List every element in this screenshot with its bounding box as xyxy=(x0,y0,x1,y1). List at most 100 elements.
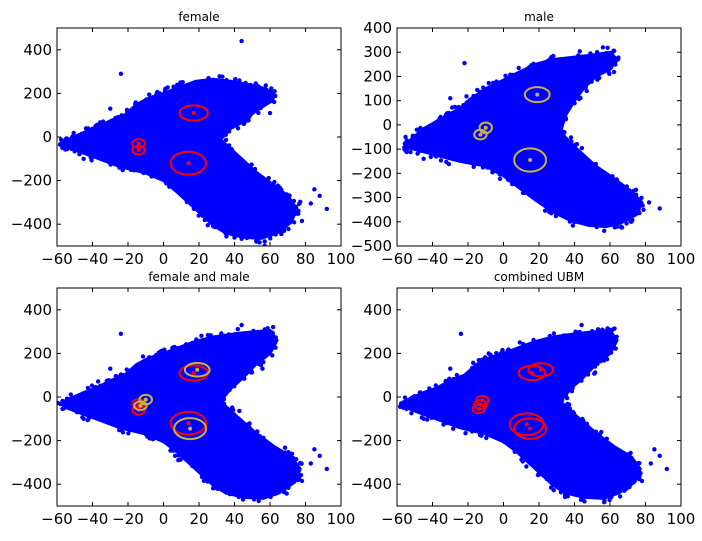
component-center xyxy=(191,371,196,376)
data-point xyxy=(176,453,181,458)
data-point xyxy=(544,476,550,482)
data-point xyxy=(590,57,595,62)
data-point xyxy=(82,134,87,139)
data-point xyxy=(435,123,440,128)
data-point xyxy=(633,466,638,471)
data-point xyxy=(607,329,613,334)
data-point xyxy=(292,467,298,472)
component-ellipse xyxy=(473,128,488,141)
data-point xyxy=(210,221,216,226)
data-point xyxy=(563,337,569,342)
data-point xyxy=(435,386,440,392)
data-point xyxy=(108,158,113,163)
data-point xyxy=(224,77,229,83)
data-point xyxy=(191,204,196,209)
data-point xyxy=(283,450,288,455)
data-point xyxy=(224,489,229,494)
data-point xyxy=(648,461,654,466)
data-point xyxy=(245,332,250,337)
data-point xyxy=(93,389,98,395)
data-point xyxy=(453,111,459,116)
data-point xyxy=(433,383,438,388)
data-point xyxy=(273,335,278,340)
data-point xyxy=(421,156,426,161)
data-point xyxy=(272,179,277,185)
data-point xyxy=(529,342,535,348)
data-point xyxy=(76,134,82,139)
data-point xyxy=(602,500,607,505)
data-point xyxy=(448,366,453,371)
data-point xyxy=(213,485,218,491)
data-point xyxy=(430,415,435,420)
data-point xyxy=(441,422,446,427)
y-tick-label: −500 xyxy=(351,237,392,255)
data-point xyxy=(69,146,74,151)
data-point xyxy=(639,195,644,200)
data-point xyxy=(448,96,453,101)
x-tick-label: 0 xyxy=(159,510,169,528)
x-tick-label: −20 xyxy=(112,510,144,528)
component-ellipse xyxy=(173,417,208,441)
data-point xyxy=(641,207,646,212)
data-point xyxy=(408,149,413,155)
x-tick-label: 60 xyxy=(260,250,279,268)
data-point xyxy=(463,431,468,436)
data-point xyxy=(450,419,455,425)
data-point xyxy=(520,184,525,190)
data-point xyxy=(600,169,605,174)
x-tick-label: 20 xyxy=(529,510,548,528)
data-point xyxy=(126,431,131,436)
data-point xyxy=(595,327,601,332)
data-point xyxy=(282,228,287,233)
data-point xyxy=(154,92,159,97)
data-point xyxy=(252,333,257,338)
data-point xyxy=(577,88,583,93)
data-point xyxy=(555,59,561,65)
component-ellipse xyxy=(131,138,146,149)
data-point xyxy=(573,149,578,154)
data-point xyxy=(229,231,235,237)
data-point xyxy=(193,340,198,345)
data-point xyxy=(485,165,490,170)
data-point xyxy=(220,134,225,139)
data-point xyxy=(121,117,127,123)
data-point xyxy=(625,452,630,457)
data-point xyxy=(262,100,267,105)
data-point xyxy=(459,375,464,381)
data-point xyxy=(72,396,78,402)
data-point xyxy=(89,383,95,388)
data-point xyxy=(60,398,65,404)
data-point xyxy=(563,104,568,109)
data-point xyxy=(545,61,550,67)
component-center xyxy=(191,111,196,116)
data-point xyxy=(563,117,569,122)
data-point xyxy=(494,79,499,84)
panel-male: −60 −40 −20 0 20 40 60 80 100−500−400−300−200−10… xyxy=(351,10,696,268)
y-tick-label: 100 xyxy=(363,92,392,110)
data-point xyxy=(282,225,287,230)
data-point xyxy=(560,337,565,342)
component-ellipse xyxy=(471,403,486,415)
data-point xyxy=(480,165,486,170)
data-point xyxy=(193,464,199,469)
data-point xyxy=(574,89,579,94)
data-point xyxy=(501,439,507,444)
data-point xyxy=(657,453,662,459)
data-point xyxy=(74,410,80,415)
data-point xyxy=(616,182,621,187)
data-point xyxy=(249,368,254,373)
data-point xyxy=(185,85,190,91)
data-point xyxy=(512,449,517,454)
data-point xyxy=(216,78,222,83)
data-point xyxy=(58,137,64,142)
data-point xyxy=(209,216,214,222)
x-tick-label: −40 xyxy=(77,250,109,268)
data-point xyxy=(214,412,219,417)
data-point xyxy=(235,326,240,332)
data-point xyxy=(172,453,178,458)
data-point xyxy=(463,159,468,164)
data-point xyxy=(251,492,256,497)
data-point xyxy=(237,116,242,121)
data-point xyxy=(245,114,250,119)
data-point xyxy=(617,219,623,224)
